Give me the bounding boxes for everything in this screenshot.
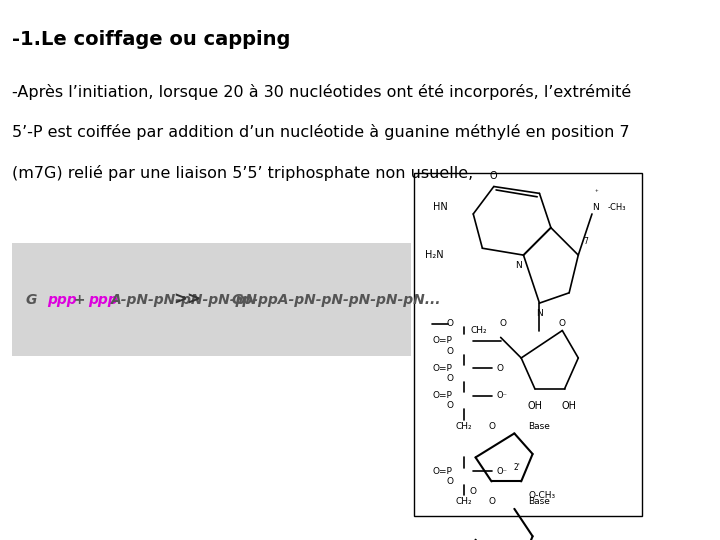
Text: O=P: O=P [432, 336, 452, 345]
Text: O: O [447, 477, 454, 486]
Text: OH: OH [562, 401, 577, 411]
Text: O=P: O=P [432, 364, 452, 373]
Text: N: N [592, 202, 599, 212]
Text: O: O [488, 497, 495, 507]
Bar [12, 243, 410, 356]
Text: O: O [447, 401, 454, 410]
Text: O: O [469, 487, 477, 496]
Text: O⁻: O⁻ [496, 391, 507, 400]
Text: Gp-ppA-pN-pN-pN-pN-pN...: Gp-ppA-pN-pN-pN-pN-pN... [231, 293, 441, 307]
Text: O: O [559, 319, 566, 328]
Text: ppp: ppp [89, 293, 118, 307]
Bar [414, 173, 642, 516]
Text: Base: Base [528, 422, 550, 431]
Text: O-CH₃: O-CH₃ [528, 491, 555, 500]
Text: H₂N: H₂N [425, 250, 444, 260]
Text: CH₂: CH₂ [456, 422, 472, 431]
Text: O: O [447, 374, 454, 383]
Text: N: N [536, 309, 543, 318]
Text: O: O [447, 319, 454, 328]
Text: N: N [516, 261, 522, 270]
Text: ppp: ppp [48, 293, 77, 307]
Text: -CH₃: -CH₃ [608, 202, 626, 212]
Text: G: G [26, 293, 37, 307]
Text: (m7G) relié par une liaison 5’5’ triphosphate non usuelle,: (m7G) relié par une liaison 5’5’ triphos… [12, 165, 473, 181]
Text: 7: 7 [583, 237, 588, 246]
Text: CH₂: CH₂ [470, 326, 487, 335]
Text: HN: HN [433, 202, 448, 212]
Text: CH₂: CH₂ [456, 497, 472, 507]
Text: -1.Le coiffage ou capping: -1.Le coiffage ou capping [12, 30, 290, 49]
Text: Base: Base [528, 497, 550, 507]
Text: O=P: O=P [432, 391, 452, 400]
Text: ⁺: ⁺ [595, 191, 598, 197]
Text: A-pN-pN-pN-pN-pN: A-pN-pN-pN-pN-pN [111, 293, 258, 307]
Text: >>: >> [174, 291, 201, 309]
Text: O=P: O=P [432, 467, 452, 476]
Text: O: O [488, 422, 495, 431]
Text: 2': 2' [513, 463, 520, 472]
Text: 5’-P est coiffée par addition d’un nucléotide à guanine méthylé en position 7: 5’-P est coiffée par addition d’un nuclé… [12, 124, 629, 140]
Text: +: + [69, 293, 90, 307]
Text: O: O [500, 319, 506, 328]
Text: O⁻: O⁻ [496, 467, 507, 476]
Text: O: O [490, 171, 498, 181]
Text: O: O [447, 347, 454, 356]
Text: -Après l’initiation, lorsque 20 à 30 nucléotides ont été incorporés, l’extrémité: -Après l’initiation, lorsque 20 à 30 nuc… [12, 84, 631, 100]
Text: O: O [496, 364, 503, 373]
Text: OH: OH [527, 401, 542, 411]
